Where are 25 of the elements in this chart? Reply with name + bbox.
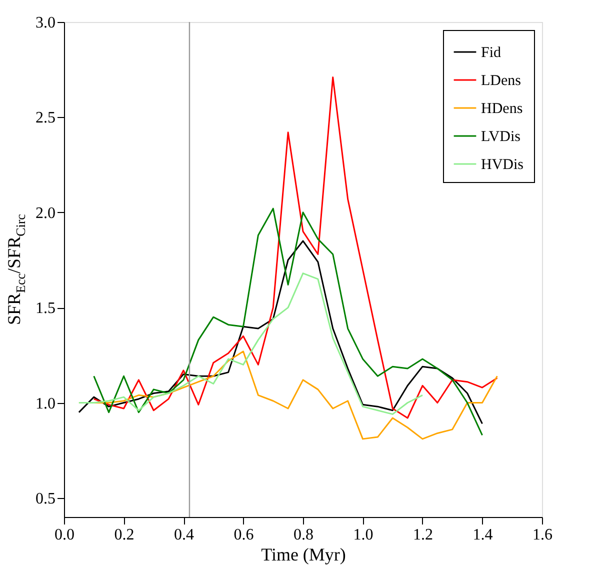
legend-label: HDens — [481, 101, 523, 117]
y-tick-label: 3.0 — [36, 14, 56, 32]
x-axis-title: Time (Myr) — [261, 544, 346, 564]
x-tick-label: 1.6 — [532, 526, 552, 544]
y-tick-label: 1.0 — [36, 395, 56, 412]
line-series — [78, 272, 424, 415]
line-series — [93, 208, 483, 436]
x-tick-label: 0.4 — [174, 526, 194, 544]
x-tick-label: 1.2 — [413, 526, 433, 544]
y-tick-label: 1.5 — [36, 300, 56, 318]
x-tick-label: 0.2 — [114, 526, 134, 544]
legend-label: HVDis — [481, 157, 524, 173]
x-tick-label: 0.8 — [294, 526, 314, 544]
line-series — [78, 240, 483, 424]
x-tick-label: 1.4 — [472, 526, 493, 544]
y-axis-title: SFREcc/SFRCirc — [4, 214, 28, 325]
y-tick-label: 2.0 — [36, 204, 56, 222]
legend-label: Fid — [481, 45, 502, 61]
x-tick-label: 0.0 — [54, 526, 74, 544]
legend-label: LVDis — [481, 129, 521, 145]
x-tick-label: 1.0 — [353, 526, 374, 544]
x-tick-label: 0.6 — [234, 526, 254, 544]
y-tick-label: 2.5 — [36, 110, 56, 127]
y-tick-label: 0.5 — [36, 490, 56, 508]
legend-label: LDens — [481, 73, 522, 89]
